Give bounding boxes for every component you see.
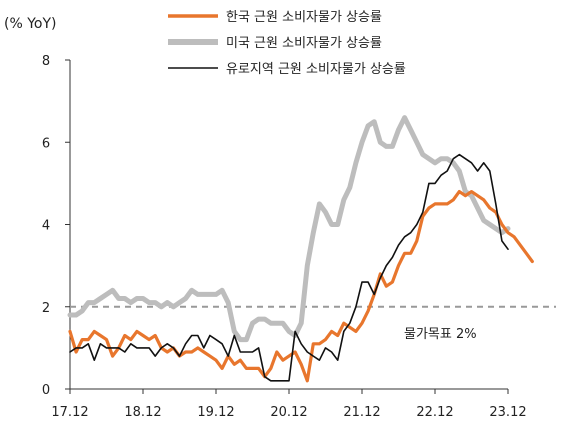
x-tick-label: 21.12 bbox=[343, 405, 380, 420]
x-tick-label: 20.12 bbox=[270, 405, 307, 420]
legend-label: 한국 근원 소비자물가 상승률 bbox=[226, 10, 382, 25]
target-annotation: 물가목표 2% bbox=[404, 327, 477, 342]
y-tick-label: 2 bbox=[42, 301, 50, 316]
y-tick-label: 8 bbox=[42, 54, 50, 69]
x-tick-label: 17.12 bbox=[51, 405, 88, 420]
x-tick-label: 19.12 bbox=[197, 405, 234, 420]
plot-area: 0 2 4 6 8 17.12 18.12 19.12 20.12 21.12 22.12 23.12 bbox=[42, 54, 556, 420]
series-line-korea bbox=[68, 190, 534, 383]
y-tick-label: 4 bbox=[42, 219, 50, 234]
legend-label: 미국 근원 소비자물가 상승률 bbox=[226, 36, 382, 51]
x-tick-label: 23.12 bbox=[489, 405, 526, 420]
x-tick-label: 18.12 bbox=[124, 405, 161, 420]
legend-item-eurozone: 유로지역 근원 소비자물가 상승률 bbox=[168, 62, 406, 77]
series-group bbox=[67, 115, 534, 383]
x-tick-label: 22.12 bbox=[416, 405, 453, 420]
y-tick-label: 6 bbox=[42, 136, 50, 151]
series-line-eurozone bbox=[69, 153, 509, 382]
y-tick-label: 0 bbox=[42, 383, 50, 398]
legend-label: 유로지역 근원 소비자물가 상승률 bbox=[226, 62, 406, 77]
legend-item-us: 미국 근원 소비자물가 상승률 bbox=[168, 36, 382, 51]
legend-item-korea: 한국 근원 소비자물가 상승률 bbox=[168, 10, 382, 25]
series-line-us bbox=[67, 115, 511, 343]
y-unit-label: (% YoY) bbox=[4, 16, 57, 32]
